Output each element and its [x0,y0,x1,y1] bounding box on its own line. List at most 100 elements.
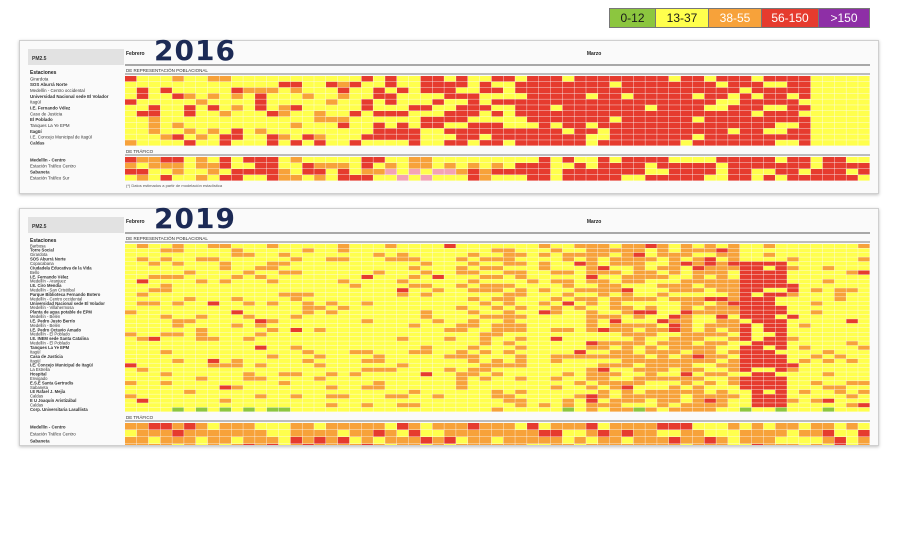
heat-cell [680,354,693,359]
heat-cell [361,389,373,394]
heat-cell [668,128,681,134]
heat-cell [491,305,504,310]
heat-cell [385,394,397,399]
heat-cell [739,87,752,94]
heat-cell [538,288,551,293]
heat-cell [125,423,137,430]
heat-cell [739,116,752,123]
heat-cell [692,423,705,430]
heat-cell [408,266,421,271]
heat-cell [361,341,373,346]
heat-cell [609,134,622,140]
heat-cell [527,279,539,284]
heat-cell [716,314,728,319]
heat-cell [775,345,787,350]
heat-cell [538,252,551,257]
heat-cell [278,350,291,355]
heat-cell [255,116,267,123]
heat-cell [184,398,196,403]
heat-cell [432,244,444,249]
heat-cell [160,288,172,293]
heat-cell [680,252,693,257]
heat-cell [195,292,208,297]
heat-cell [527,76,539,82]
heat-cell [195,423,208,430]
heat-cell [444,87,456,94]
heat-cell [349,297,362,302]
heat-cell [314,385,326,390]
heat-cell [278,332,291,337]
heat-cell [444,323,456,328]
heat-cell [467,367,480,372]
heat-cell [349,363,362,368]
heat-cell [136,345,149,350]
heat-cell [219,266,232,271]
heat-cell [574,341,586,346]
heat-cell [775,292,787,297]
heat-cell [728,93,740,99]
heat-cell [810,274,823,279]
heat-cell [326,99,338,105]
heat-cell [326,310,338,315]
heat-cell [337,423,350,430]
heat-cell [373,310,385,315]
heat-cell [799,157,811,163]
heat-cell [456,372,468,377]
heat-cell [337,319,350,324]
station-label: I.E. Pedro Octavio Amado [30,327,81,332]
heat-cell [787,257,799,262]
heat-cell [858,310,870,315]
heat-cell [172,116,184,123]
heat-cell [491,430,504,437]
heat-cell [266,81,279,88]
heat-cell [184,76,196,82]
heat-cell [456,140,468,146]
heat-cell [444,105,456,111]
heat-cell [266,323,279,328]
heat-cell [125,345,137,350]
heat-cell [598,328,610,333]
heat-cell [858,169,870,175]
heat-cell [751,332,764,337]
heat-cell [408,336,421,341]
heat-cell [751,252,764,257]
heat-cell [503,140,515,146]
heat-cell [172,122,184,129]
heat-cell [822,423,835,430]
heat-cell [527,332,539,337]
heat-cell [645,297,657,302]
heat-cell [680,76,693,82]
heat-cell [231,140,243,146]
heat-cell [136,252,149,257]
heat-cell [574,99,586,105]
heat-cell [751,314,764,319]
heat-cell [822,93,835,99]
heat-cell [645,363,657,368]
heat-cell [692,372,705,377]
heat-cell [586,244,598,249]
heat-cell [314,328,326,333]
heat-cell [574,76,586,82]
heat-cell [243,394,255,399]
heat-cell [716,122,728,129]
heat-cell [396,398,409,403]
heat-cell [704,87,716,94]
heat-cell [385,279,397,284]
heat-cell [479,105,492,111]
heat-cell [125,248,137,253]
heat-cell [562,248,574,253]
heat-cell [467,314,480,319]
heat-cell [207,292,220,297]
heat-cell [184,314,196,319]
heat-cell [207,283,220,288]
heat-cell [290,163,302,169]
heat-cell [621,301,634,306]
heat-cell [704,350,716,355]
heat-cell [326,350,338,355]
heat-cell [160,310,172,315]
heat-cell [515,389,527,394]
heat-cell [255,111,267,117]
heat-cell [125,358,137,363]
heat-cell [290,437,302,444]
heat-cell [728,305,740,310]
